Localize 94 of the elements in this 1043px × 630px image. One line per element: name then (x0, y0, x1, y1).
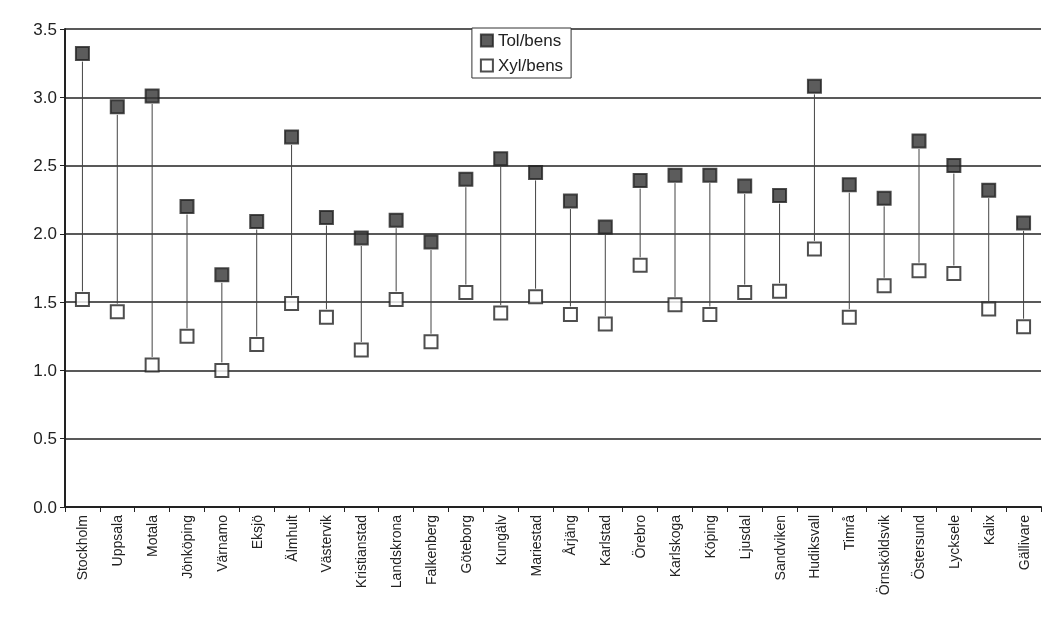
point (702, 306, 718, 322)
x-tick-label: Kalix (980, 515, 997, 546)
x-tick-label: Kristianstad (353, 515, 370, 589)
point (214, 362, 230, 378)
x-tick-label: Kungälv (492, 515, 509, 566)
point (353, 230, 369, 246)
y-tick-label: 0.0 (33, 497, 57, 517)
point (249, 214, 265, 230)
x-tick-label: Karlstad (597, 515, 614, 567)
point (318, 309, 334, 325)
point (876, 190, 892, 206)
point (144, 88, 160, 104)
point (1016, 319, 1032, 335)
point (423, 334, 439, 350)
point (179, 328, 195, 344)
point (597, 316, 613, 332)
point (597, 219, 613, 235)
x-tick-label: Falkenberg (423, 515, 439, 586)
point (946, 265, 962, 281)
point (318, 209, 334, 225)
point (388, 291, 404, 307)
x-tick-label: Göteborg (457, 515, 474, 574)
point (562, 306, 578, 322)
point (458, 171, 474, 187)
point (981, 301, 997, 317)
point (214, 267, 230, 283)
point (388, 212, 404, 228)
x-tick-label: Landskrona (388, 514, 405, 589)
x-tick-label: Motala (144, 514, 161, 558)
point (562, 193, 578, 209)
point (528, 289, 544, 305)
x-tick-label: Stockholm (74, 515, 91, 581)
point (806, 241, 822, 257)
point (911, 133, 927, 149)
legend-label: Tol/bens (497, 31, 562, 50)
x-tick-label: Eksjö (248, 514, 265, 550)
point (632, 257, 648, 273)
point (423, 234, 439, 250)
point (911, 263, 927, 279)
point (249, 336, 265, 352)
point (667, 297, 683, 313)
x-tick-label: Hudiksvall (806, 515, 823, 579)
y-tick-label: 3.0 (33, 87, 57, 107)
point (737, 178, 753, 194)
x-tick-label: Jönköping (179, 515, 195, 579)
x-tick-label: Östersund (910, 515, 927, 580)
point (1016, 215, 1032, 231)
point (632, 173, 648, 189)
y-tick-label: 0.5 (33, 429, 57, 449)
x-tick-label: Uppsala (109, 514, 126, 567)
point (981, 182, 997, 198)
point (772, 188, 788, 204)
x-tick-label: Mariestad (527, 515, 544, 577)
point (493, 151, 509, 167)
point (284, 129, 300, 145)
y-tick-label: 2.5 (33, 156, 57, 176)
point (74, 46, 90, 62)
x-tick-label: Timrå (841, 514, 858, 551)
x-tick-label: Värnamo (213, 514, 230, 572)
x-tick-label: Lycksele (945, 514, 962, 569)
point (284, 296, 300, 312)
x-tick-label: Årjäng (562, 515, 579, 556)
point (493, 305, 509, 321)
point (458, 285, 474, 301)
x-tick-label: Örebro (631, 514, 649, 559)
x-tick-label: Älmhult (283, 514, 300, 562)
x-tick-label: Ljusdal (736, 515, 753, 560)
point (806, 78, 822, 94)
point (74, 291, 90, 307)
point (667, 167, 683, 183)
point (109, 99, 125, 115)
point (841, 177, 857, 193)
y-tick-label: 1.0 (33, 360, 57, 380)
y-tick-label: 3.5 (33, 19, 57, 39)
point (841, 309, 857, 325)
point (737, 285, 753, 301)
y-tick-label: 2.0 (33, 224, 57, 244)
x-tick-label: Sandviken (771, 515, 788, 581)
point (179, 199, 195, 215)
point (702, 167, 718, 183)
x-tick-label: Karlskoga (667, 514, 683, 578)
legend-label: Xyl/bens (497, 56, 564, 75)
point (946, 158, 962, 174)
x-tick-label: Köping (701, 515, 718, 559)
x-tick-label: Örnsköldsvik (875, 514, 893, 596)
point (144, 357, 160, 373)
point (876, 278, 892, 294)
point (772, 283, 788, 299)
x-tick-label: Gällivare (1015, 514, 1032, 571)
point (109, 304, 125, 320)
y-tick-label: 1.5 (33, 292, 57, 312)
point (528, 164, 544, 180)
x-tick-label: Västervik (318, 514, 335, 573)
point (353, 342, 369, 358)
